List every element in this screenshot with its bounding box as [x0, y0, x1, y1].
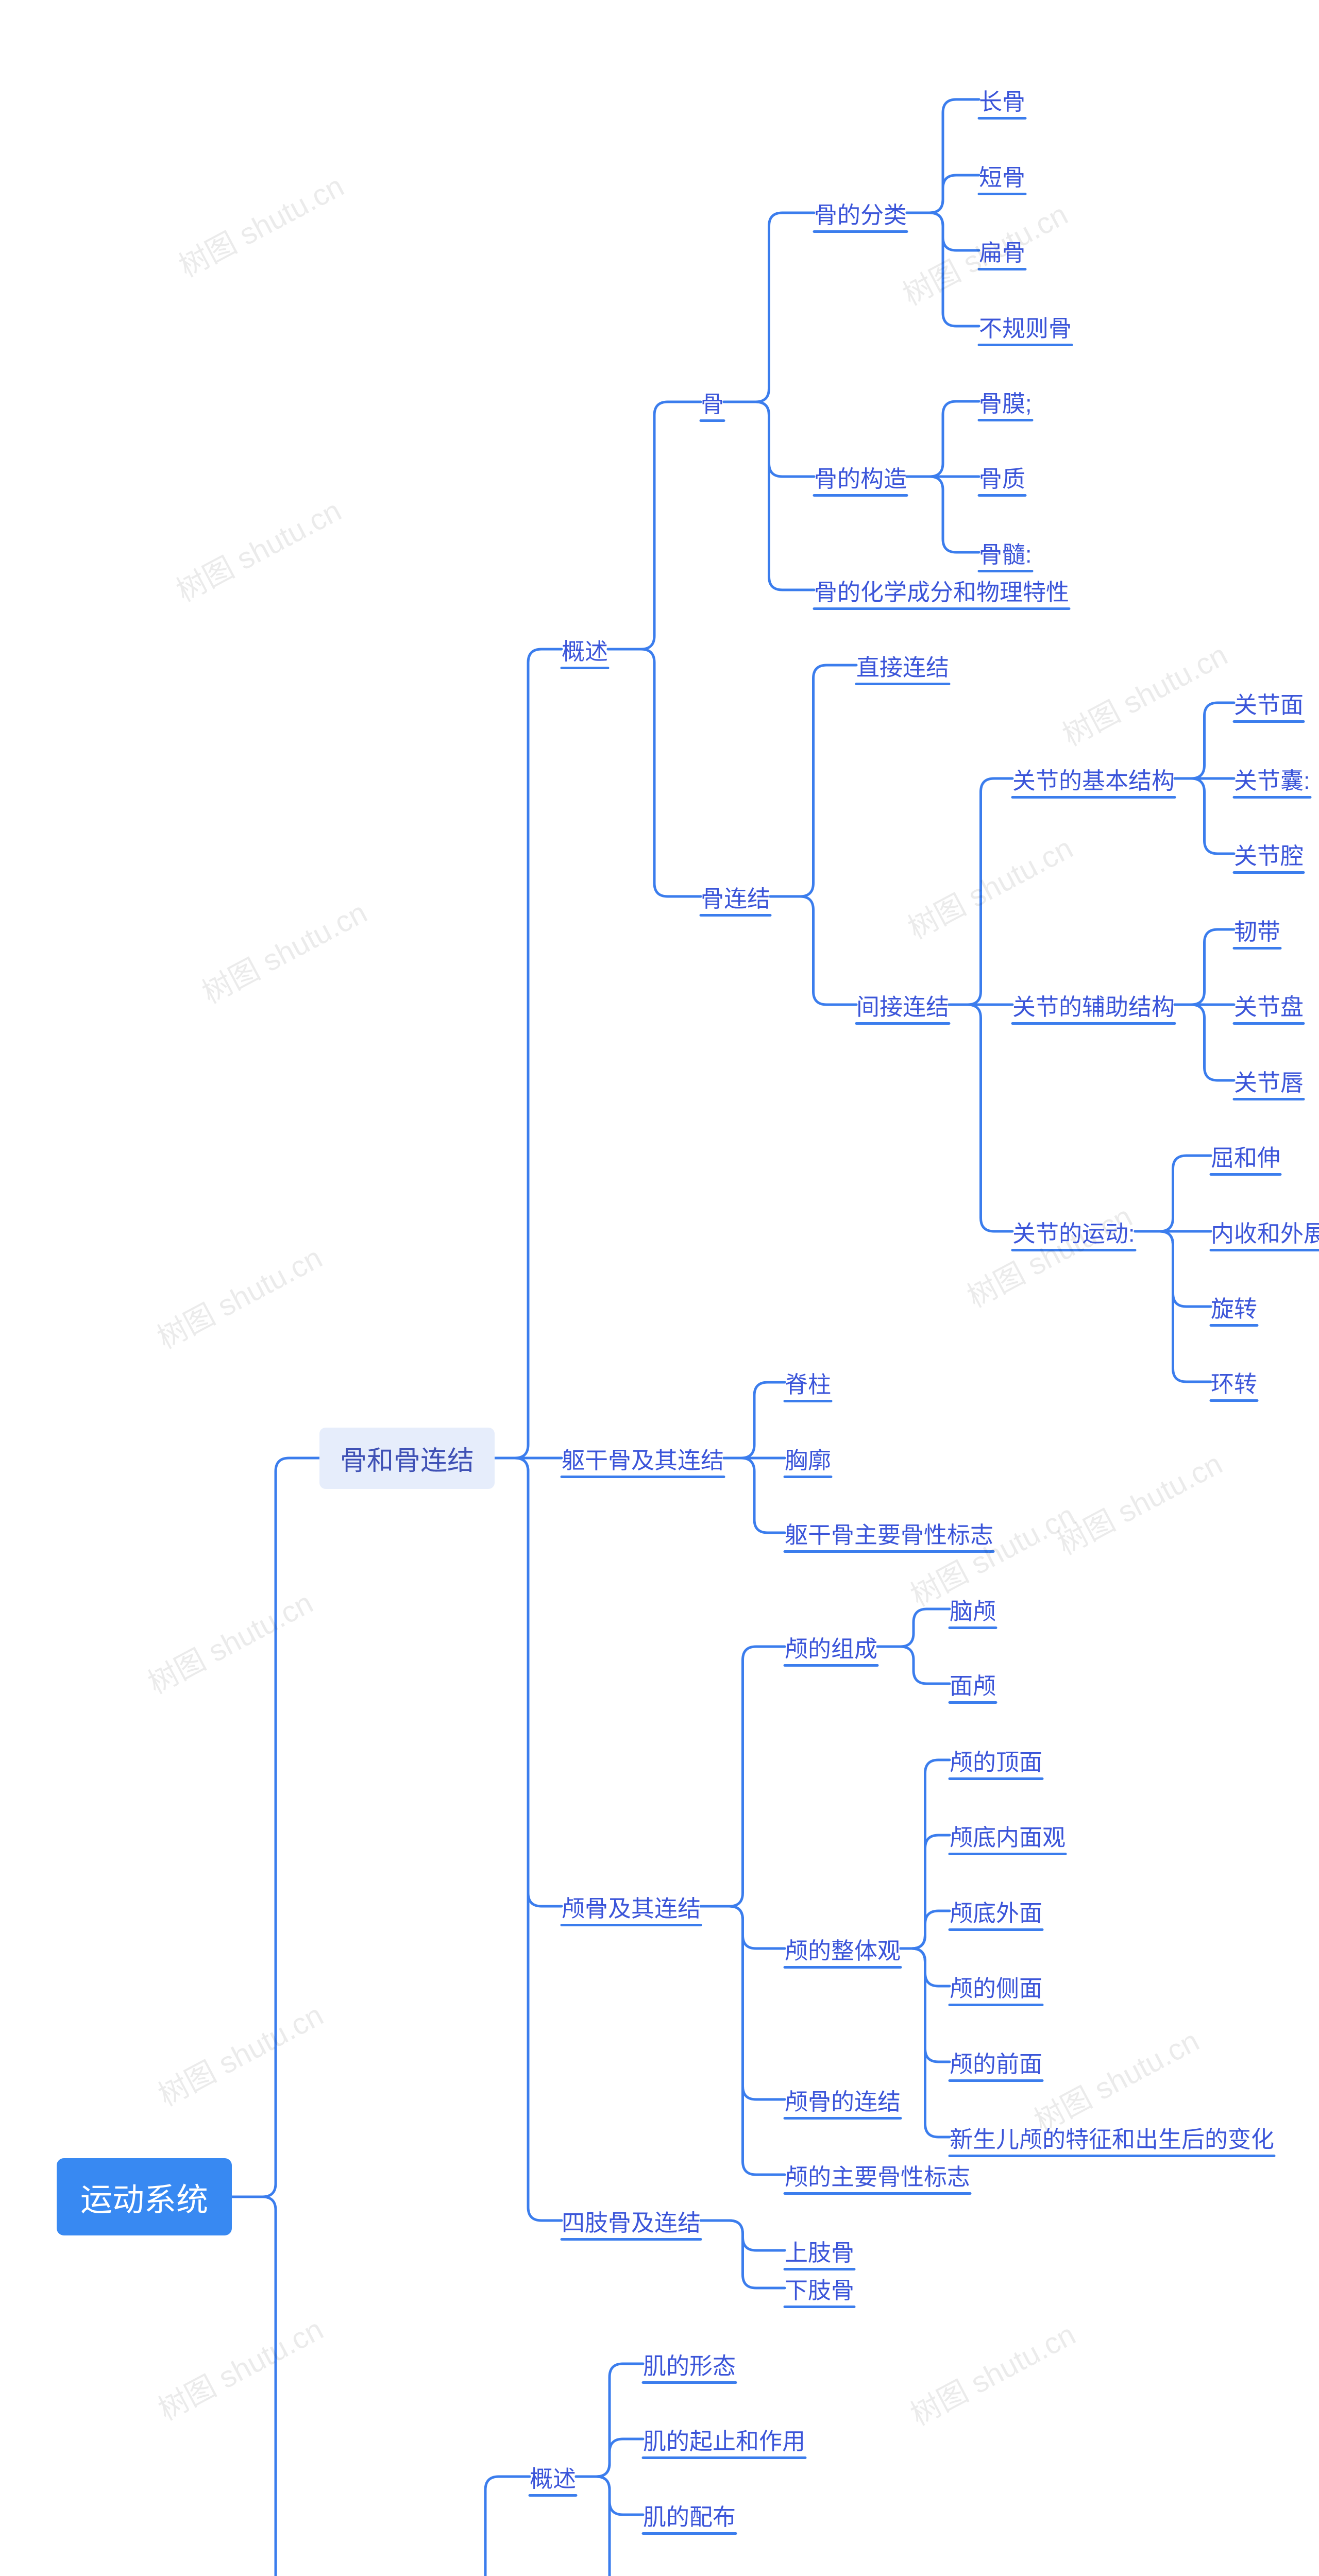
- node-a1a3[interactable]: 骨的化学成分和物理特性: [814, 568, 1069, 612]
- watermark: 树图 shutu.cn: [902, 2311, 1082, 2434]
- node-a1a1a[interactable]: 长骨: [979, 78, 1025, 122]
- node-a[interactable]: 骨和骨连结: [319, 1428, 495, 1489]
- node-a3b6[interactable]: 新生儿颅的特征和出生后的变化: [950, 2115, 1274, 2159]
- node-a1a2b[interactable]: 骨质: [979, 455, 1025, 499]
- node-a3b5[interactable]: 颅的前面: [950, 2040, 1042, 2084]
- node-b1d[interactable]: 肌的辅助结构: [643, 2568, 782, 2576]
- watermark: 树图 shutu.cn: [1054, 631, 1234, 754]
- node-a1a[interactable]: 骨: [701, 380, 724, 424]
- node-a1b1[interactable]: 直接连结: [856, 643, 949, 687]
- node-root[interactable]: 运动系统: [57, 2158, 232, 2235]
- node-a2[interactable]: 躯干骨及其连结: [562, 1436, 724, 1480]
- node-a4b[interactable]: 下肢骨: [785, 2266, 854, 2310]
- mindmap-canvas: 树图 shutu.cn 树图 shutu.cn 树图 shutu.cn 树图 shut…: [0, 0, 1319, 2576]
- node-a3b2[interactable]: 颅底内面观: [950, 1814, 1066, 1857]
- node-a1b2c4[interactable]: 环转: [1211, 1360, 1257, 1404]
- watermark: 树图 shutu.cn: [148, 1234, 329, 1357]
- node-a1a1c[interactable]: 扁骨: [979, 229, 1025, 273]
- node-b1[interactable]: 概述: [530, 2455, 576, 2499]
- watermark: 树图 shutu.cn: [139, 1579, 319, 1702]
- node-a1b2[interactable]: 间接连结: [856, 983, 949, 1027]
- node-a1b2b[interactable]: 关节的辅助结构: [1012, 983, 1175, 1027]
- node-a3a[interactable]: 颅的组成: [785, 1625, 877, 1669]
- node-a3a1[interactable]: 脑颅: [950, 1587, 996, 1631]
- node-a1b2b2[interactable]: 关节盘: [1234, 983, 1304, 1027]
- node-a1a2c[interactable]: 骨髓:: [979, 531, 1032, 574]
- node-b1c[interactable]: 肌的配布: [643, 2493, 736, 2537]
- node-a2b[interactable]: 胸廓: [785, 1436, 831, 1480]
- node-a1b2c[interactable]: 关节的运动:: [1012, 1210, 1135, 1253]
- node-a1b2a1[interactable]: 关节面: [1234, 681, 1304, 725]
- node-a1a2[interactable]: 骨的构造: [814, 455, 907, 499]
- node-a3c[interactable]: 颅骨的连结: [785, 2078, 901, 2122]
- node-a1b2a3[interactable]: 关节腔: [1234, 832, 1304, 876]
- node-a1b2b1[interactable]: 韧带: [1234, 908, 1280, 952]
- node-a1[interactable]: 概述: [562, 628, 608, 671]
- node-a1b2b3[interactable]: 关节唇: [1234, 1059, 1304, 1103]
- node-a1b2c1[interactable]: 屈和伸: [1211, 1134, 1280, 1178]
- node-a3b4[interactable]: 颅的侧面: [950, 1964, 1042, 2008]
- node-a4[interactable]: 四肢骨及连结: [562, 2199, 701, 2243]
- node-a3b1[interactable]: 颅的顶面: [950, 1738, 1042, 1782]
- node-a3b[interactable]: 颅的整体观: [785, 1927, 901, 1971]
- node-a1b[interactable]: 骨连结: [701, 875, 770, 919]
- node-a3b3[interactable]: 颅底外面: [950, 1889, 1042, 1933]
- node-a1a1b[interactable]: 短骨: [979, 154, 1025, 197]
- node-b1b[interactable]: 肌的起止和作用: [643, 2417, 805, 2461]
- node-a3[interactable]: 颅骨及其连结: [562, 1885, 701, 1928]
- node-b1a[interactable]: 肌的形态: [643, 2342, 736, 2386]
- node-a3a2[interactable]: 面颅: [950, 1662, 996, 1706]
- watermark: 树图 shutu.cn: [167, 487, 348, 610]
- watermark: 树图 shutu.cn: [899, 824, 1079, 947]
- node-a1a2a[interactable]: 骨膜;: [979, 380, 1032, 423]
- node-a2c[interactable]: 躯干骨主要骨性标志: [785, 1511, 993, 1555]
- watermark: 树图 shutu.cn: [170, 162, 350, 285]
- node-a1b2a[interactable]: 关节的基本结构: [1012, 757, 1175, 801]
- watermark: 树图 shutu.cn: [149, 1991, 330, 2114]
- node-a2a[interactable]: 脊柱: [785, 1361, 831, 1404]
- watermark: 树图 shutu.cn: [193, 889, 374, 1012]
- node-a1a1d[interactable]: 不规则骨: [979, 304, 1072, 348]
- node-a3d[interactable]: 颅的主要骨性标志: [785, 2153, 970, 2197]
- node-a1a1[interactable]: 骨的分类: [814, 191, 907, 235]
- node-a1b2a2[interactable]: 关节囊:: [1234, 757, 1310, 801]
- watermark: 树图 shutu.cn: [149, 2306, 330, 2429]
- node-a1b2c2[interactable]: 内收和外展: [1211, 1210, 1319, 1253]
- watermark: 树图 shutu.cn: [1049, 1440, 1229, 1563]
- node-a1b2c3[interactable]: 旋转: [1211, 1285, 1257, 1329]
